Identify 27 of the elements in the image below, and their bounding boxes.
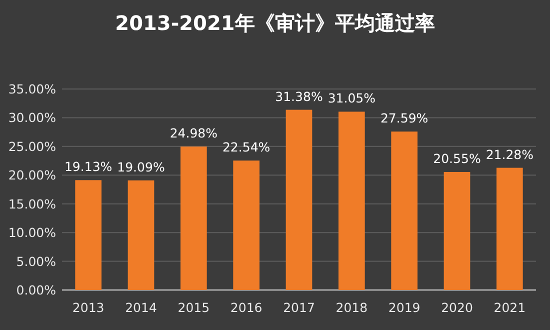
- data-label: 24.98%: [170, 126, 218, 141]
- y-tick-label: 0.00%: [16, 282, 56, 298]
- data-label: 21.28%: [486, 146, 534, 162]
- y-tick-label: 25.00%: [8, 138, 56, 154]
- x-tick-label: 2021: [494, 300, 526, 315]
- x-tick-label: 2020: [441, 300, 473, 315]
- y-tick-label: 15.00%: [8, 196, 56, 212]
- x-tick-label: 2014: [125, 300, 157, 315]
- x-tick-label: 2018: [336, 300, 368, 315]
- x-tick-label: 2015: [178, 300, 210, 315]
- y-tick-label: 30.00%: [8, 110, 56, 126]
- data-label: 22.54%: [222, 140, 270, 155]
- data-label: 31.05%: [328, 90, 376, 106]
- x-tick-label: 2016: [230, 300, 262, 315]
- y-tick-label: 20.00%: [8, 168, 56, 183]
- data-label: 19.13%: [64, 159, 112, 174]
- data-label: 20.55%: [433, 150, 481, 166]
- title: 2013-2021年《审计》平均通过率: [115, 11, 435, 35]
- x-tick-label: 2017: [283, 300, 315, 315]
- x-tick-label: 2013: [72, 300, 104, 315]
- y-tick-label: 5.00%: [16, 254, 56, 269]
- x-tick-label: 2019: [388, 300, 420, 315]
- y-tick-label: 10.00%: [8, 225, 56, 240]
- y-tick-label: 35.00%: [8, 82, 56, 96]
- data-label: 27.59%: [380, 110, 428, 126]
- data-label: 19.09%: [117, 159, 165, 174]
- data-label: 31.38%: [275, 88, 323, 104]
